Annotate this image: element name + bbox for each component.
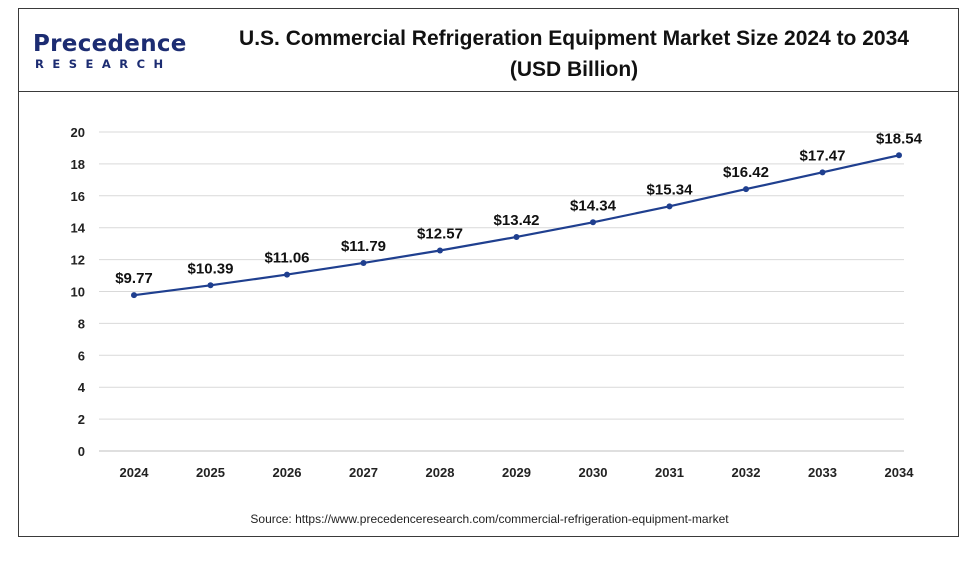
y-tick-label: 4 [78,380,86,395]
y-tick-label: 6 [78,348,85,363]
y-tick-label: 20 [71,125,85,140]
x-tick-label: 2024 [120,465,150,480]
data-point [284,271,290,278]
data-point [666,203,673,210]
data-point [896,152,902,159]
gridlines [99,131,904,420]
brand-tagline: RESEARCH [35,57,172,71]
data-label: $10.39 [188,260,234,277]
x-tick-label: 2030 [579,465,608,480]
x-tick-label: 2025 [196,465,225,480]
y-tick-label: 16 [71,189,85,204]
x-tick-label: 2026 [273,465,302,480]
x-tick-label: 2034 [885,465,915,480]
data-point [360,259,367,266]
data-label: $11.06 [264,250,309,267]
data-label: $13.42 [494,212,540,229]
x-axis: 2024 2025 2026 2027 2028 2029 2030 2031 2032 2033… [99,450,915,480]
data-point [590,219,596,226]
x-tick-label: 2029 [502,465,531,480]
x-tick-label: 2028 [426,465,455,480]
brand-name: Precedence [33,31,187,57]
y-axis: 0 2 4 6 8 10 12 14 16 18 20 [71,125,86,459]
y-tick-label: 8 [78,316,85,331]
data-label: $16.42 [723,164,769,181]
data-label: $9.77 [115,270,153,287]
y-tick-label: 0 [78,444,85,459]
chart-title: U.S. Commercial Refrigeration Equipment … [209,23,939,85]
y-tick-label: 10 [71,285,85,300]
x-tick-label: 2032 [732,465,761,480]
data-label: $17.47 [800,147,846,164]
y-tick-label: 2 [78,412,85,427]
chart-title-line-1: U.S. Commercial Refrigeration Equipment … [239,27,909,50]
source-note: Source: https://www.precedenceresearch.c… [250,512,729,526]
data-label: $18.54 [876,130,923,147]
y-tick-label: 14 [71,221,86,236]
data-point [743,186,749,193]
chart-frame: Precedence RESEARCH U.S. Commercial Refr… [18,8,959,537]
series-line [131,152,902,299]
data-point [207,282,214,289]
data-label: $14.34 [570,197,617,214]
y-tick-label: 12 [71,253,85,268]
chart-title-line-2: (USD Billion) [509,58,639,81]
data-point [437,247,443,254]
x-tick-label: 2031 [655,465,684,480]
data-point [513,233,520,240]
data-point [131,292,137,299]
data-point [819,169,826,176]
x-tick-label: 2033 [808,465,837,480]
data-labels: $9.77 $10.39 $11.06 $11.79 $12.57 $13.42 $14.3… [115,130,922,287]
brand-logo: Precedence RESEARCH [33,31,193,81]
data-label: $15.34 [647,181,694,198]
y-tick-label: 18 [71,157,85,172]
chart-header: Precedence RESEARCH U.S. Commercial Refr… [19,9,958,92]
data-label: $11.79 [341,238,386,255]
data-label: $12.57 [417,226,463,243]
x-tick-label: 2027 [349,465,378,480]
